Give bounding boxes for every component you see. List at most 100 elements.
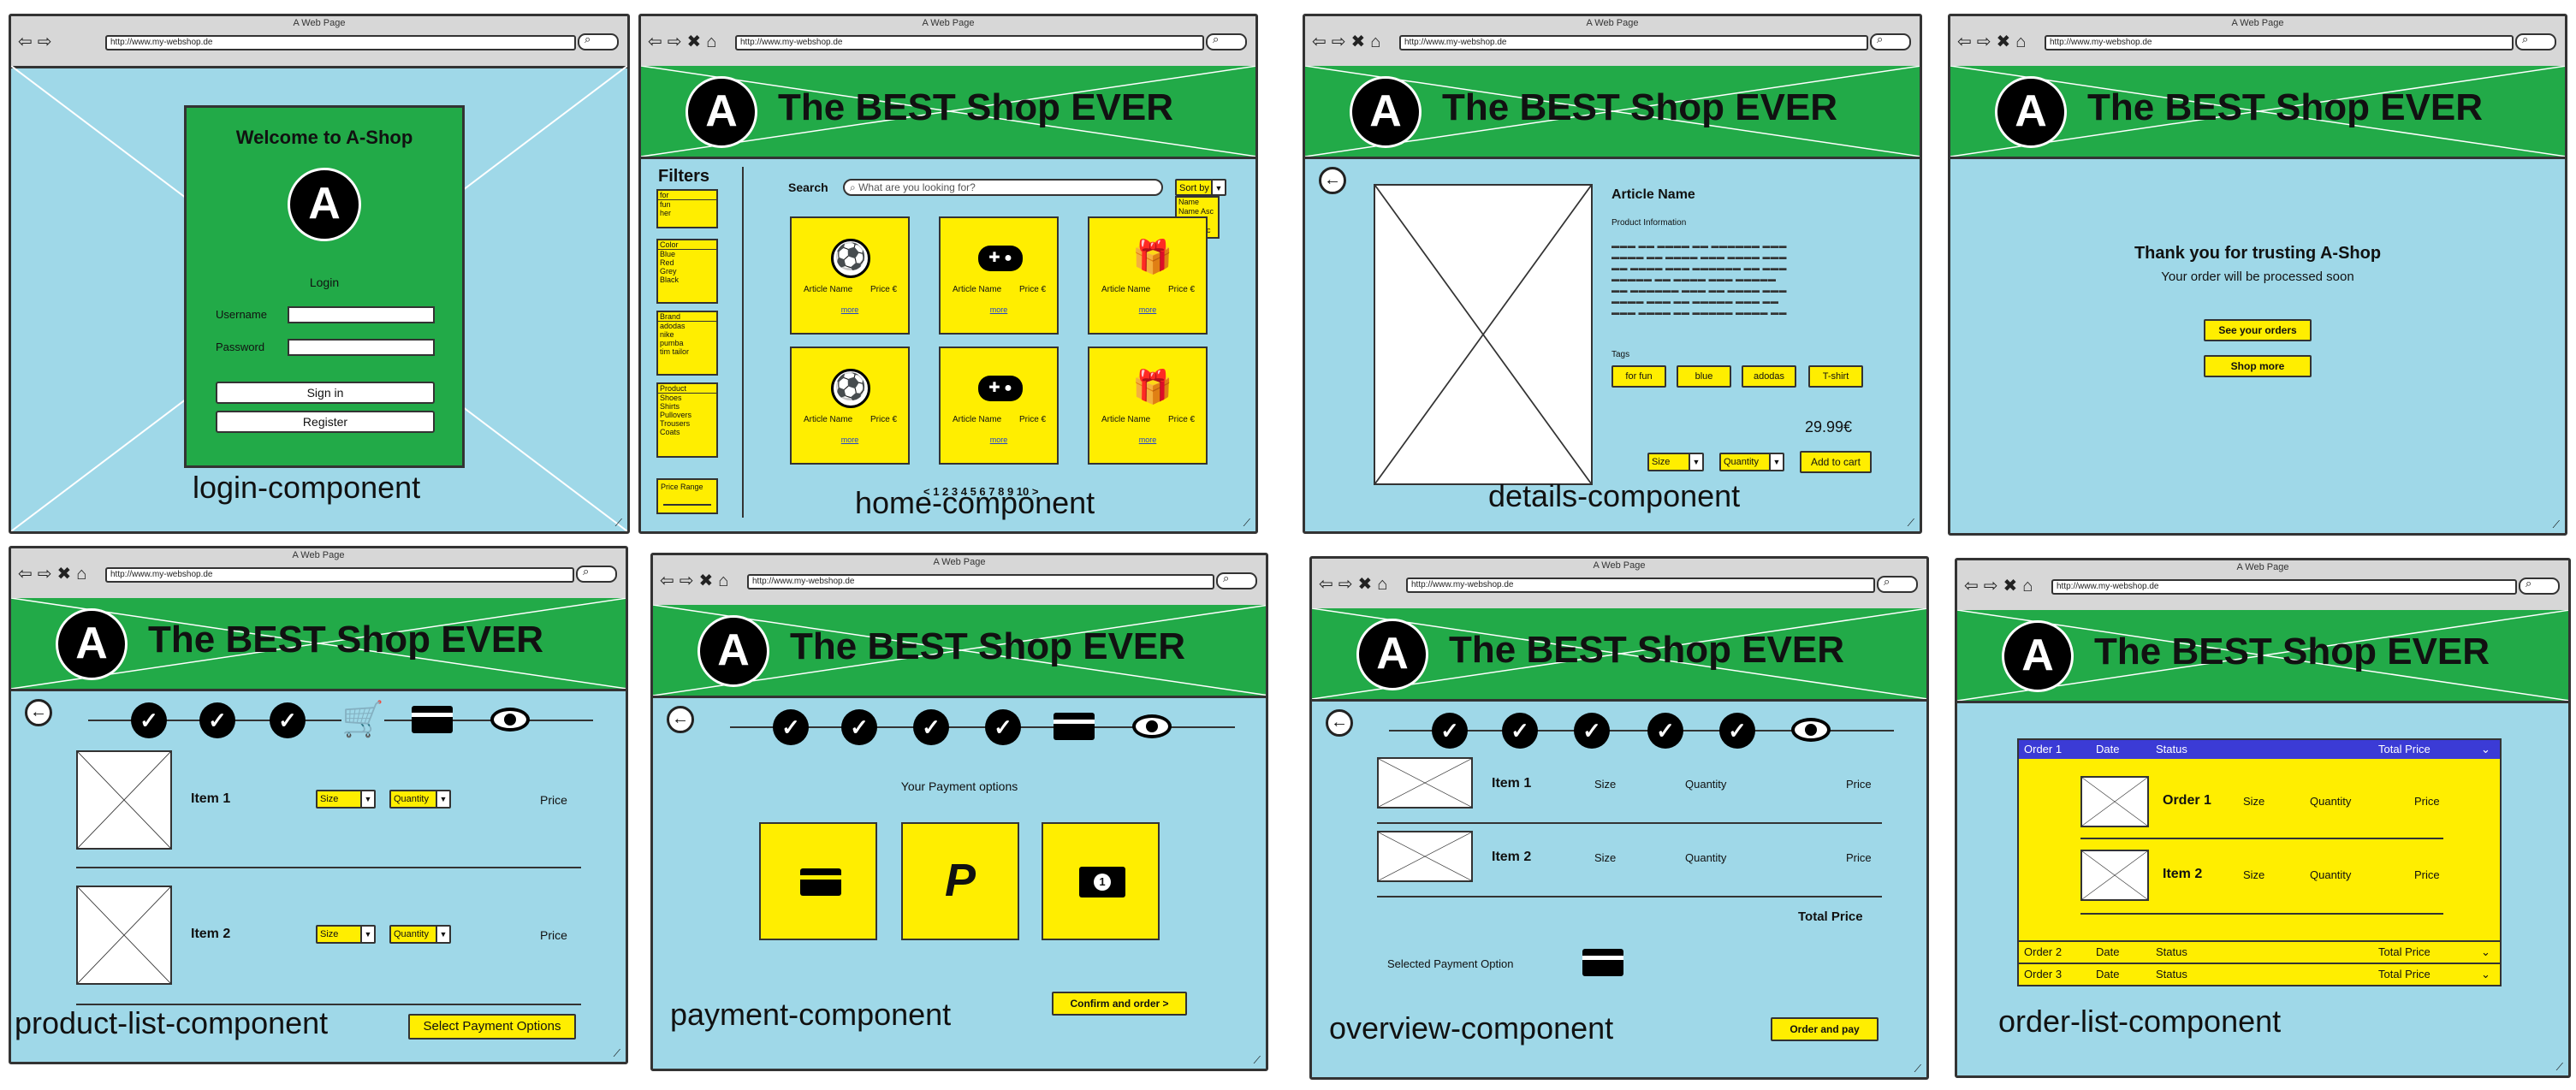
sort-option[interactable]: Name Asc [1178,207,1214,216]
shop-logo-icon[interactable]: A [1356,619,1428,690]
payment-option-paypal[interactable]: P [901,822,1019,940]
shop-logo-icon[interactable]: A [697,615,769,687]
back-arrow-icon[interactable]: ⇦ [18,565,33,584]
stop-icon[interactable]: ✖ [1350,33,1366,51]
shop-logo-icon[interactable]: A [1350,76,1422,148]
shop-logo-icon[interactable]: A [686,76,757,148]
nav-buttons[interactable]: ⇦ ⇨ ✖ ⌂ [660,572,728,589]
url-bar[interactable]: http://www.my-webshop.de [105,35,576,50]
filter-brand[interactable]: Brand adodas nike pumba tim tailor [656,311,718,376]
resize-grip-icon[interactable]: ⟋ [1253,1054,1261,1066]
filter-option[interactable]: Blue [660,250,676,258]
size-dropdown[interactable]: Size ▼ [316,925,376,944]
nav-buttons[interactable]: ⇦ ⇨ ✖ ⌂ [648,33,716,50]
see-orders-button[interactable]: See your orders [2204,319,2312,341]
filter-option[interactable]: Red [660,258,674,267]
product-card[interactable]: ✚ ● Article Name Price € more [939,216,1059,335]
shop-logo-icon[interactable]: A [56,608,128,680]
more-link[interactable]: more [1138,305,1157,314]
url-bar[interactable]: http://www.my-webshop.de [1399,35,1868,50]
product-search-input[interactable]: ⌕ What are you looking for? [843,179,1163,196]
resize-grip-icon[interactable]: ⟋ [614,517,622,529]
product-card[interactable]: ⚽ Article Name Price € more [790,347,910,465]
browser-search-field[interactable]: ⌕ [1206,33,1247,50]
shop-logo-icon[interactable]: A [1995,76,2067,148]
back-arrow-icon[interactable]: ⇦ [1312,33,1327,51]
add-to-cart-button[interactable]: Add to cart [1800,451,1872,473]
product-card[interactable]: ✚ ● Article Name Price € more [939,347,1059,465]
back-button-icon[interactable]: ← [667,706,694,733]
home-icon[interactable]: ⌂ [1377,575,1388,594]
product-card[interactable]: 🎁 Article Name Price € more [1088,216,1208,335]
resize-grip-icon[interactable]: ⟋ [2555,1061,2563,1073]
tag-chip[interactable]: T-shirt [1808,365,1863,388]
back-button-icon[interactable]: ← [1326,709,1353,737]
stop-icon[interactable]: ✖ [686,33,702,51]
filter-product[interactable]: Product Shoes Shirts Pullovers Trousers Coats [656,382,718,458]
order-row[interactable]: Order 3 Date Status Total Price ⌄ [2019,963,2500,985]
browser-search-field[interactable]: ⌕ [578,33,619,50]
size-dropdown[interactable]: Size ▼ [316,790,376,809]
chevron-down-icon[interactable]: ⌄ [2481,743,2490,755]
browser-search-field[interactable]: ⌕ [1877,575,1918,593]
forward-arrow-icon[interactable]: ⇨ [1338,575,1353,594]
back-arrow-icon[interactable]: ⇦ [1319,575,1333,594]
filter-color[interactable]: Color Blue Red Grey Black [656,239,718,304]
order-and-pay-button[interactable]: Order and pay [1771,1017,1879,1041]
filter-option[interactable]: her [660,209,672,217]
filter-option[interactable]: Black [660,275,680,284]
quantity-dropdown[interactable]: Quantity ▼ [389,925,451,944]
quantity-dropdown[interactable]: Quantity ▼ [389,790,451,809]
tag-chip[interactable]: adodas [1742,365,1796,388]
resize-grip-icon[interactable]: ⟋ [1914,1063,1921,1075]
more-link[interactable]: more [840,435,859,444]
nav-buttons[interactable]: ⇦ ⇨ ✖ ⌂ [1312,33,1380,50]
back-arrow-icon[interactable]: ⇦ [660,572,674,590]
browser-search-field[interactable]: ⌕ [2515,33,2556,50]
home-icon[interactable]: ⌂ [2022,577,2033,595]
tag-chip[interactable]: blue [1677,365,1731,388]
filter-option[interactable]: Shoes [660,394,682,402]
filter-for[interactable]: for fun her [656,189,718,228]
tag-chip[interactable]: for fun [1611,365,1666,388]
forward-arrow-icon[interactable]: ⇨ [1976,33,1991,51]
product-card[interactable]: 🎁 Article Name Price € more [1088,347,1208,465]
forward-arrow-icon[interactable]: ⇨ [667,33,682,51]
slider-track[interactable] [663,504,711,506]
home-icon[interactable]: ⌂ [718,572,729,590]
stop-icon[interactable]: ✖ [698,572,714,590]
home-icon[interactable]: ⌂ [1370,33,1381,51]
password-field[interactable] [288,339,435,356]
chevron-down-icon[interactable]: ⌄ [2481,968,2490,980]
payment-option-card[interactable] [759,822,877,940]
home-icon[interactable]: ⌂ [706,33,717,51]
more-link[interactable]: more [989,435,1008,444]
url-bar[interactable]: http://www.my-webshop.de [735,35,1204,50]
resize-grip-icon[interactable]: ⟋ [2552,518,2560,530]
url-bar[interactable]: http://www.my-webshop.de [105,567,574,583]
filter-option[interactable]: Trousers [660,419,691,428]
back-button-icon[interactable]: ← [1319,167,1346,194]
register-button[interactable]: Register [216,411,435,433]
url-bar[interactable]: http://www.my-webshop.de [1406,578,1875,593]
browser-search-field[interactable]: ⌕ [1216,572,1257,589]
resize-grip-icon[interactable]: ⟋ [613,1047,620,1059]
filter-option[interactable]: tim tailor [660,347,690,356]
pagination[interactable]: < 1 2 3 4 5 6 7 8 9 10 > [923,485,1039,498]
username-field[interactable] [288,306,435,323]
resize-grip-icon[interactable]: ⟋ [1243,517,1250,529]
price-range-slider[interactable]: Price Range [656,478,718,514]
more-link[interactable]: more [989,305,1008,314]
forward-arrow-icon[interactable]: ⇨ [1331,33,1346,51]
back-arrow-icon[interactable]: ⇦ [18,33,33,51]
stop-icon[interactable]: ✖ [1357,575,1373,594]
back-button-icon[interactable]: ← [25,699,52,726]
stop-icon[interactable]: ✖ [1996,33,2011,51]
nav-buttons[interactable]: ⇦ ⇨ ✖ ⌂ [1319,576,1387,593]
size-dropdown[interactable]: Size ▼ [1647,453,1704,471]
back-arrow-icon[interactable]: ⇦ [648,33,662,51]
nav-buttons[interactable]: ⇦ ⇨ ✖ ⌂ [1957,33,2026,50]
more-link[interactable]: more [840,305,859,314]
sort-by-dropdown[interactable]: Sort by ▼ [1175,179,1226,196]
payment-option-cash[interactable]: 1 [1042,822,1160,940]
